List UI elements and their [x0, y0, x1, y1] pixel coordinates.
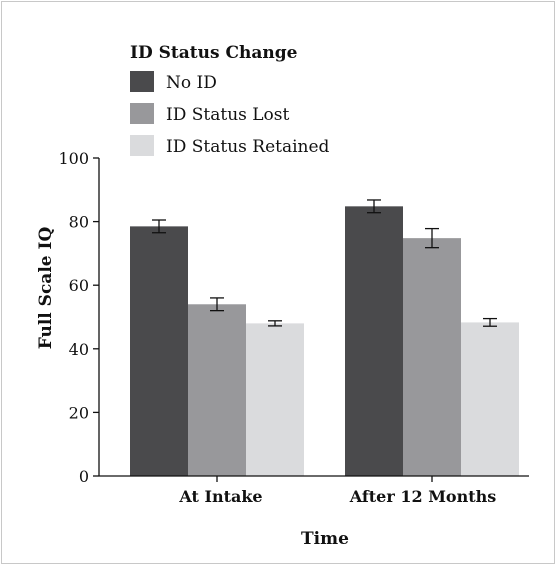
error-bars-group — [152, 199, 497, 327]
y-tick-label-80: 80 — [69, 213, 89, 232]
legend-label-id-status-lost: ID Status Lost — [166, 105, 290, 125]
y-tick-label-20: 20 — [69, 403, 89, 422]
y-axis-title: Full Scale IQ — [36, 227, 56, 350]
x-tick-label-after-12-months: After 12 Months — [349, 487, 496, 506]
bar-at-intake-no-id — [130, 226, 188, 476]
y-tick-label-0: 0 — [79, 467, 89, 486]
bar-after-12-months-id-status-lost — [403, 238, 461, 476]
x-tick-label-at-intake: At Intake — [178, 487, 262, 506]
y-tick-label-40: 40 — [69, 340, 89, 359]
legend: ID Status Change No ID ID Status Lost ID… — [130, 43, 330, 157]
axes: 0 20 40 60 80 100 — [58, 149, 529, 486]
bar-after-12-months-id-status-retained — [461, 322, 519, 476]
bar-after-12-months-no-id — [345, 206, 403, 476]
legend-label-id-status-retained: ID Status Retained — [166, 137, 330, 157]
legend-swatch-no-id — [130, 71, 154, 92]
bar-at-intake-id-status-retained — [246, 323, 304, 476]
bars-group — [130, 206, 519, 476]
legend-label-no-id: No ID — [166, 73, 217, 93]
legend-swatch-id-status-retained — [130, 135, 154, 156]
y-tick-label-100: 100 — [58, 149, 89, 168]
legend-title: ID Status Change — [130, 43, 298, 63]
bar-at-intake-id-status-lost — [188, 304, 246, 476]
y-tick-label-60: 60 — [69, 276, 89, 295]
legend-swatch-id-status-lost — [130, 103, 154, 124]
x-axis-title: Time — [301, 529, 349, 549]
